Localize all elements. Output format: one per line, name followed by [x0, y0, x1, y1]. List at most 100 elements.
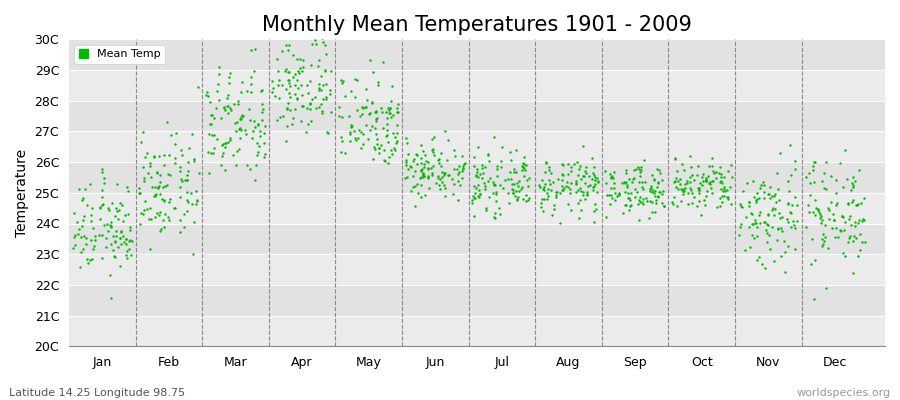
- Point: [495, 144, 509, 150]
- Point: [291, 85, 305, 91]
- Point: [723, 183, 737, 190]
- Point: [280, 69, 294, 76]
- Point: [542, 163, 556, 170]
- Point: [715, 199, 729, 205]
- Point: [385, 130, 400, 137]
- Point: [86, 246, 101, 252]
- Point: [544, 170, 558, 176]
- Point: [768, 206, 782, 212]
- Point: [580, 189, 594, 196]
- Point: [103, 221, 117, 228]
- Point: [383, 110, 398, 116]
- Point: [150, 184, 165, 190]
- Point: [635, 196, 650, 202]
- Point: [681, 201, 696, 208]
- Point: [279, 66, 293, 72]
- Point: [647, 190, 662, 196]
- Point: [353, 113, 367, 119]
- Point: [399, 174, 413, 181]
- Point: [760, 221, 775, 227]
- Point: [231, 98, 246, 104]
- Point: [255, 87, 269, 93]
- Point: [846, 174, 860, 180]
- Point: [760, 230, 774, 236]
- Point: [517, 154, 531, 160]
- Point: [111, 244, 125, 250]
- Point: [140, 206, 154, 212]
- Point: [205, 132, 220, 138]
- Point: [536, 196, 550, 202]
- Point: [471, 173, 485, 180]
- Point: [817, 238, 832, 244]
- Point: [414, 155, 428, 161]
- Point: [84, 218, 98, 224]
- Point: [428, 152, 442, 158]
- Point: [798, 174, 813, 180]
- Point: [561, 161, 575, 168]
- Point: [838, 218, 852, 225]
- Point: [509, 188, 524, 194]
- Point: [850, 253, 865, 259]
- Point: [251, 120, 266, 127]
- Point: [478, 186, 492, 192]
- Point: [465, 197, 480, 203]
- Point: [855, 239, 869, 246]
- Point: [232, 145, 247, 152]
- Point: [235, 78, 249, 85]
- Point: [93, 216, 107, 222]
- Point: [788, 246, 802, 252]
- Point: [380, 121, 394, 127]
- Point: [587, 172, 601, 178]
- Point: [710, 203, 724, 210]
- Point: [685, 200, 699, 206]
- Point: [555, 177, 570, 183]
- Point: [445, 175, 459, 182]
- Point: [803, 180, 817, 186]
- Point: [420, 175, 435, 181]
- Point: [541, 193, 555, 199]
- Point: [66, 244, 80, 251]
- Point: [778, 269, 792, 276]
- Point: [219, 140, 233, 146]
- Point: [811, 207, 825, 213]
- Point: [807, 179, 822, 185]
- Point: [599, 214, 614, 221]
- Point: [643, 198, 657, 204]
- Point: [380, 132, 394, 138]
- Point: [612, 192, 626, 199]
- Point: [301, 121, 315, 127]
- Point: [169, 130, 184, 136]
- Point: [270, 117, 284, 124]
- Point: [578, 180, 592, 186]
- Point: [576, 143, 590, 149]
- Text: Latitude 14.25 Longitude 98.75: Latitude 14.25 Longitude 98.75: [9, 388, 185, 398]
- Point: [554, 183, 569, 189]
- Point: [354, 128, 368, 135]
- Point: [692, 187, 706, 193]
- Point: [513, 186, 527, 192]
- Point: [770, 170, 785, 176]
- Point: [703, 179, 717, 186]
- Point: [416, 170, 430, 176]
- Point: [308, 25, 322, 32]
- Point: [631, 164, 645, 170]
- Point: [509, 180, 524, 186]
- Point: [511, 188, 526, 194]
- Point: [747, 194, 761, 201]
- Point: [536, 184, 551, 190]
- Point: [845, 180, 859, 186]
- Point: [217, 103, 231, 110]
- Point: [162, 217, 176, 223]
- Point: [92, 232, 106, 238]
- Point: [202, 99, 217, 105]
- Bar: [69, 285, 885, 316]
- Point: [99, 221, 113, 228]
- Point: [587, 208, 601, 214]
- Point: [452, 168, 466, 175]
- Point: [563, 168, 578, 174]
- Point: [104, 224, 118, 230]
- Point: [749, 220, 763, 226]
- Point: [835, 212, 850, 219]
- Point: [120, 247, 134, 254]
- Point: [770, 237, 784, 243]
